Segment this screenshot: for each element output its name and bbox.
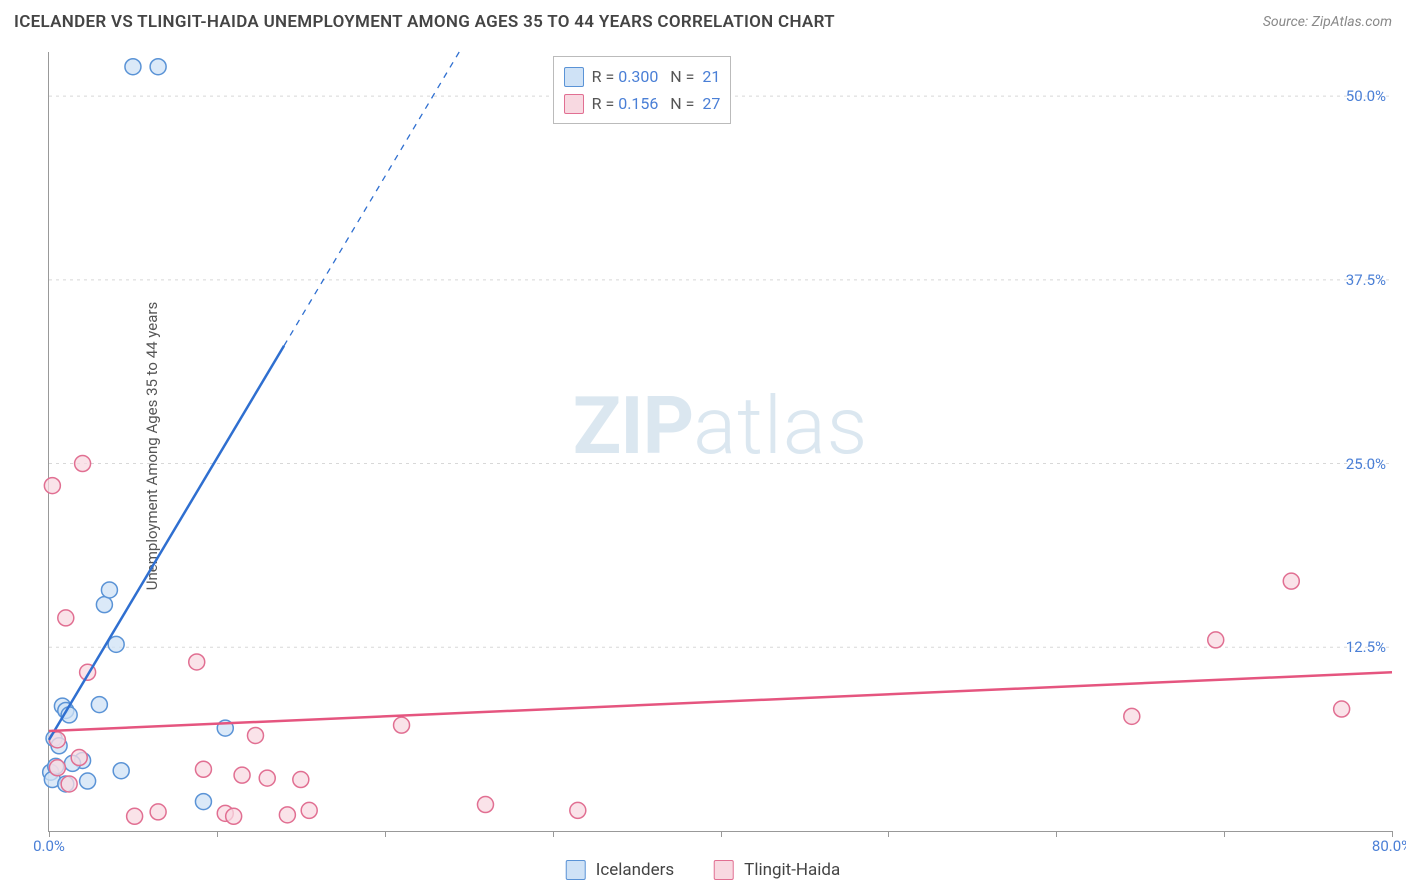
x-tick <box>1056 831 1057 837</box>
legend-label-tlingit: Tlingit-Haida <box>744 860 840 880</box>
chart-container: ICELANDER VS TLINGIT-HAIDA UNEMPLOYMENT … <box>0 0 1406 892</box>
data-point <box>71 750 87 766</box>
x-tick <box>217 831 218 837</box>
data-point <box>1334 701 1350 717</box>
plot-area: ZIPatlas 12.5%25.0%37.5%50.0%0.0%80.0%R … <box>48 52 1392 832</box>
y-tick-label: 37.5% <box>1346 271 1386 289</box>
data-point <box>61 776 77 792</box>
data-point <box>195 761 211 777</box>
stats-legend: R = 0.300 N = 21R = 0.156 N = 27 <box>553 56 732 124</box>
legend-swatch-tlingit <box>714 860 734 880</box>
data-point <box>1124 708 1140 724</box>
plot-svg <box>49 52 1392 831</box>
stats-swatch <box>564 67 584 87</box>
stats-row: R = 0.156 N = 27 <box>564 90 721 117</box>
trend-line <box>49 346 284 740</box>
data-point <box>195 794 211 810</box>
data-point <box>150 804 166 820</box>
legend-label-icelanders: Icelanders <box>596 860 674 880</box>
y-tick-label: 12.5% <box>1346 638 1386 656</box>
data-point <box>1208 632 1224 648</box>
data-point <box>91 697 107 713</box>
data-point <box>125 59 141 75</box>
data-point <box>49 760 65 776</box>
header-row: ICELANDER VS TLINGIT-HAIDA UNEMPLOYMENT … <box>14 12 1392 32</box>
data-point <box>75 456 91 472</box>
data-point <box>113 763 129 779</box>
data-point <box>58 610 74 626</box>
x-tick-label: 80.0% <box>1372 837 1406 855</box>
source-label: Source: ZipAtlas.com <box>1263 14 1392 30</box>
data-point <box>44 478 60 494</box>
stats-row: R = 0.300 N = 21 <box>564 63 721 90</box>
legend-item-icelanders: Icelanders <box>566 860 674 880</box>
y-tick-label: 50.0% <box>1346 87 1386 105</box>
data-point <box>279 807 295 823</box>
y-tick-label: 25.0% <box>1346 455 1386 473</box>
data-point <box>394 717 410 733</box>
data-point <box>101 582 117 598</box>
legend-swatch-icelanders <box>566 860 586 880</box>
stats-text: R = 0.156 N = 27 <box>592 90 721 117</box>
data-point <box>301 802 317 818</box>
stats-text: R = 0.300 N = 21 <box>592 63 721 90</box>
legend-item-tlingit: Tlingit-Haida <box>714 860 840 880</box>
trend-line <box>49 672 1392 731</box>
data-point <box>477 797 493 813</box>
data-point <box>293 772 309 788</box>
x-tick-label: 0.0% <box>33 837 65 855</box>
x-tick <box>888 831 889 837</box>
data-point <box>259 770 275 786</box>
data-point <box>570 802 586 818</box>
data-point <box>1283 573 1299 589</box>
x-tick <box>1224 831 1225 837</box>
data-point <box>226 808 242 824</box>
data-point <box>234 767 250 783</box>
data-point <box>150 59 166 75</box>
chart-title: ICELANDER VS TLINGIT-HAIDA UNEMPLOYMENT … <box>14 12 835 32</box>
data-point <box>247 727 263 743</box>
data-point <box>96 597 112 613</box>
legend-bottom: Icelanders Tlingit-Haida <box>566 860 841 880</box>
data-point <box>80 773 96 789</box>
stats-swatch <box>564 94 584 114</box>
data-point <box>189 654 205 670</box>
x-tick <box>385 831 386 837</box>
data-point <box>127 808 143 824</box>
x-tick <box>721 831 722 837</box>
x-tick <box>553 831 554 837</box>
